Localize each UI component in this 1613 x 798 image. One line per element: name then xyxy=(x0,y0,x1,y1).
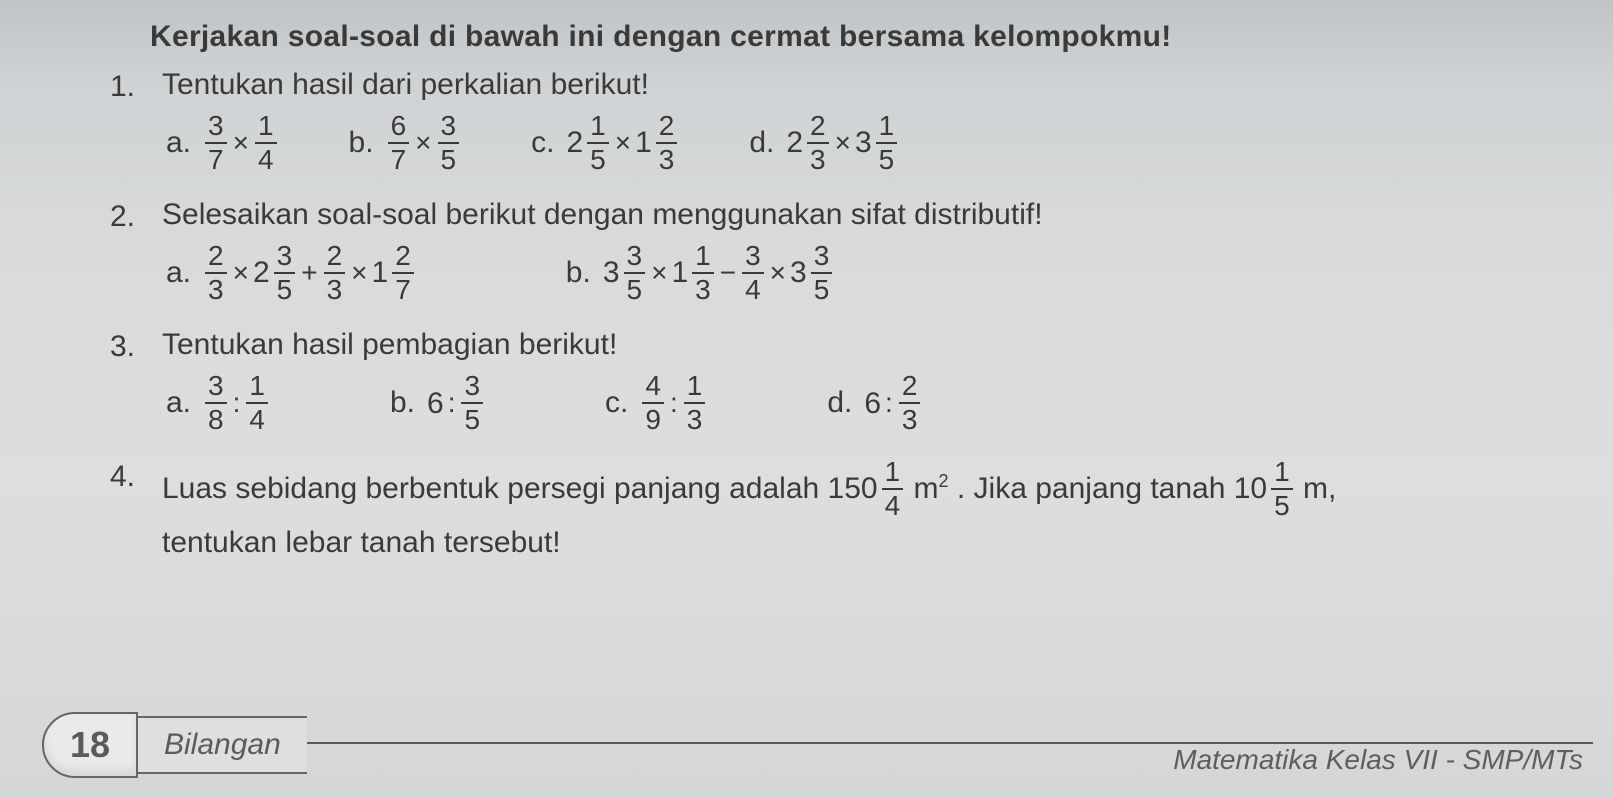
q2-options: a. 23 × 235 + 23 × 127 b. 335 × 113 − 34… xyxy=(162,242,1553,304)
q1-c-label: c. xyxy=(531,126,554,160)
section-title: Bilangan xyxy=(138,716,307,774)
q1-number: 1. xyxy=(110,68,162,188)
q2-title: Selesaikan soal-soal berikut dengan meng… xyxy=(162,198,1553,232)
q3-opt-d: d. 6 : 23 xyxy=(827,372,922,434)
q3-number: 3. xyxy=(110,328,162,448)
q2-number: 2. xyxy=(110,198,162,318)
q3-a-label: a. xyxy=(166,386,191,420)
q3-opt-b: b. 6 : 35 xyxy=(390,372,485,434)
footer-tab: 18 Bilangan xyxy=(42,712,307,778)
q3-d-label: d. xyxy=(827,386,852,420)
q1-title: Tentukan hasil dari perkalian berikut! xyxy=(162,68,1553,102)
q3-options: a. 38 : 14 b. 6 : 35 c. 49 : 13 d. 6 : xyxy=(162,372,1553,434)
q1-opt-c: c. 215 × 123 xyxy=(531,112,679,174)
q3-opt-c: c. 49 : 13 xyxy=(605,372,707,434)
q4-number: 4. xyxy=(110,458,162,567)
q1-a-label: a. xyxy=(166,126,191,160)
q1-b-label: b. xyxy=(349,126,374,160)
q3-opt-a: a. 38 : 14 xyxy=(166,372,270,434)
question-3: 3. Tentukan hasil pembagian berikut! a. … xyxy=(110,328,1553,448)
q1-opt-a: a. 37 × 14 xyxy=(166,112,279,174)
q2-b-label: b. xyxy=(566,256,591,290)
page-number: 18 xyxy=(42,712,138,778)
q2-opt-a: a. 23 × 235 + 23 × 127 xyxy=(166,242,416,304)
q4-text: Luas sebidang berbentuk persegi panjang … xyxy=(162,458,1553,567)
question-2: 2. Selesaikan soal-soal berikut dengan m… xyxy=(110,198,1553,318)
q3-c-label: c. xyxy=(605,386,628,420)
q1-d-label: d. xyxy=(749,126,774,160)
question-1: 1. Tentukan hasil dari perkalian berikut… xyxy=(110,68,1553,188)
q1-opt-b: b. 67 × 35 xyxy=(349,112,462,174)
question-4: 4. Luas sebidang berbentuk persegi panja… xyxy=(110,458,1553,567)
q3-title: Tentukan hasil pembagian berikut! xyxy=(162,328,1553,362)
footer-right-text: Matematika Kelas VII - SMP/MTs xyxy=(1173,744,1583,776)
q1-options: a. 37 × 14 b. 67 × 35 c. 215 × 123 d. 22… xyxy=(162,112,1553,174)
q2-opt-b: b. 335 × 113 − 34 × 335 xyxy=(566,242,834,304)
q2-a-label: a. xyxy=(166,256,191,290)
q1-opt-d: d. 223 × 315 xyxy=(749,112,899,174)
worksheet-instruction: Kerjakan soal-soal di bawah ini dengan c… xyxy=(150,20,1553,54)
q3-b-label: b. xyxy=(390,386,415,420)
